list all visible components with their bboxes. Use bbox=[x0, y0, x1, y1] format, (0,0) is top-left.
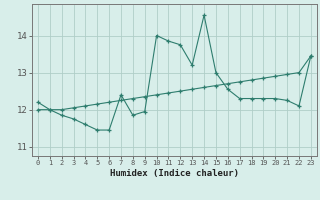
X-axis label: Humidex (Indice chaleur): Humidex (Indice chaleur) bbox=[110, 169, 239, 178]
